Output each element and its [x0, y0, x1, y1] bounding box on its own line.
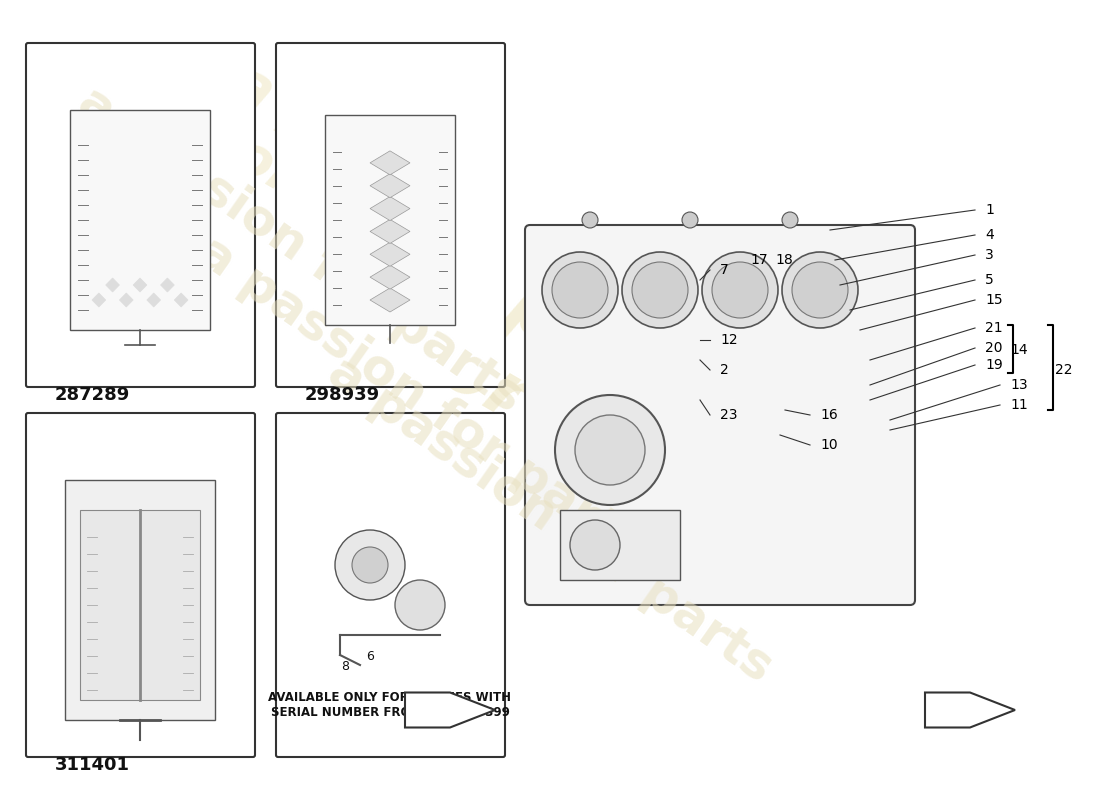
FancyBboxPatch shape — [26, 413, 255, 757]
Polygon shape — [370, 151, 410, 175]
Polygon shape — [405, 693, 495, 727]
Text: a passion
for parts: a passion for parts — [383, 229, 816, 571]
Circle shape — [575, 415, 645, 485]
Circle shape — [542, 252, 618, 328]
Text: 7: 7 — [720, 263, 728, 277]
Circle shape — [782, 252, 858, 328]
Bar — [560, 510, 680, 580]
Circle shape — [792, 262, 848, 318]
Text: 22: 22 — [1055, 363, 1072, 377]
FancyBboxPatch shape — [276, 413, 505, 757]
Circle shape — [395, 580, 446, 630]
Circle shape — [556, 395, 666, 505]
Bar — [80, 510, 200, 700]
Text: 2: 2 — [720, 363, 728, 377]
Polygon shape — [370, 219, 410, 243]
Circle shape — [632, 262, 688, 318]
Polygon shape — [925, 693, 1015, 727]
FancyBboxPatch shape — [525, 225, 915, 605]
Text: a passion for parts: a passion for parts — [68, 78, 531, 422]
Text: 311401: 311401 — [55, 756, 130, 774]
Text: 19: 19 — [984, 358, 1003, 372]
Text: 21: 21 — [984, 321, 1002, 335]
Text: 12: 12 — [720, 333, 738, 347]
Circle shape — [621, 252, 698, 328]
Polygon shape — [370, 197, 410, 221]
Text: a passion
for parts: a passion for parts — [192, 55, 507, 305]
Bar — [324, 115, 455, 325]
Text: 5: 5 — [984, 273, 993, 287]
Text: 10: 10 — [820, 438, 837, 452]
Bar — [65, 480, 214, 720]
Text: 6: 6 — [366, 650, 374, 663]
Polygon shape — [370, 174, 410, 198]
Text: AVAILABLE ONLY FOR ENGINES WITH
SERIAL NUMBER FROM 0 TO 307399: AVAILABLE ONLY FOR ENGINES WITH SERIAL N… — [268, 691, 512, 719]
Bar — [70, 110, 210, 330]
Circle shape — [570, 520, 620, 570]
Polygon shape — [370, 242, 410, 266]
Polygon shape — [370, 288, 410, 312]
Text: 287289: 287289 — [55, 386, 130, 404]
Text: 8: 8 — [341, 660, 349, 673]
Text: 16: 16 — [820, 408, 838, 422]
Text: a passion for parts: a passion for parts — [188, 228, 651, 572]
Circle shape — [712, 262, 768, 318]
Text: 14: 14 — [1010, 343, 1027, 357]
Polygon shape — [133, 278, 147, 292]
Text: 23: 23 — [720, 408, 737, 422]
Circle shape — [682, 212, 698, 228]
Text: 17: 17 — [750, 253, 768, 267]
Text: a passion for parts: a passion for parts — [319, 348, 781, 692]
Text: 13: 13 — [1010, 378, 1027, 392]
Polygon shape — [92, 293, 106, 307]
Text: 20: 20 — [984, 341, 1002, 355]
Polygon shape — [370, 265, 410, 289]
Polygon shape — [147, 293, 161, 307]
Circle shape — [352, 547, 388, 583]
Text: 18: 18 — [776, 253, 793, 267]
Text: 3: 3 — [984, 248, 993, 262]
Text: 1: 1 — [984, 203, 994, 217]
Polygon shape — [161, 278, 174, 292]
Circle shape — [336, 530, 405, 600]
Circle shape — [782, 212, 797, 228]
Circle shape — [702, 252, 778, 328]
FancyBboxPatch shape — [26, 43, 255, 387]
Text: 15: 15 — [984, 293, 1002, 307]
Circle shape — [582, 212, 598, 228]
Polygon shape — [174, 293, 188, 307]
FancyBboxPatch shape — [276, 43, 505, 387]
Text: 11: 11 — [1010, 398, 1027, 412]
Polygon shape — [106, 278, 120, 292]
Text: 4: 4 — [984, 228, 993, 242]
Text: 298939: 298939 — [305, 386, 381, 404]
Polygon shape — [120, 293, 133, 307]
Circle shape — [552, 262, 608, 318]
